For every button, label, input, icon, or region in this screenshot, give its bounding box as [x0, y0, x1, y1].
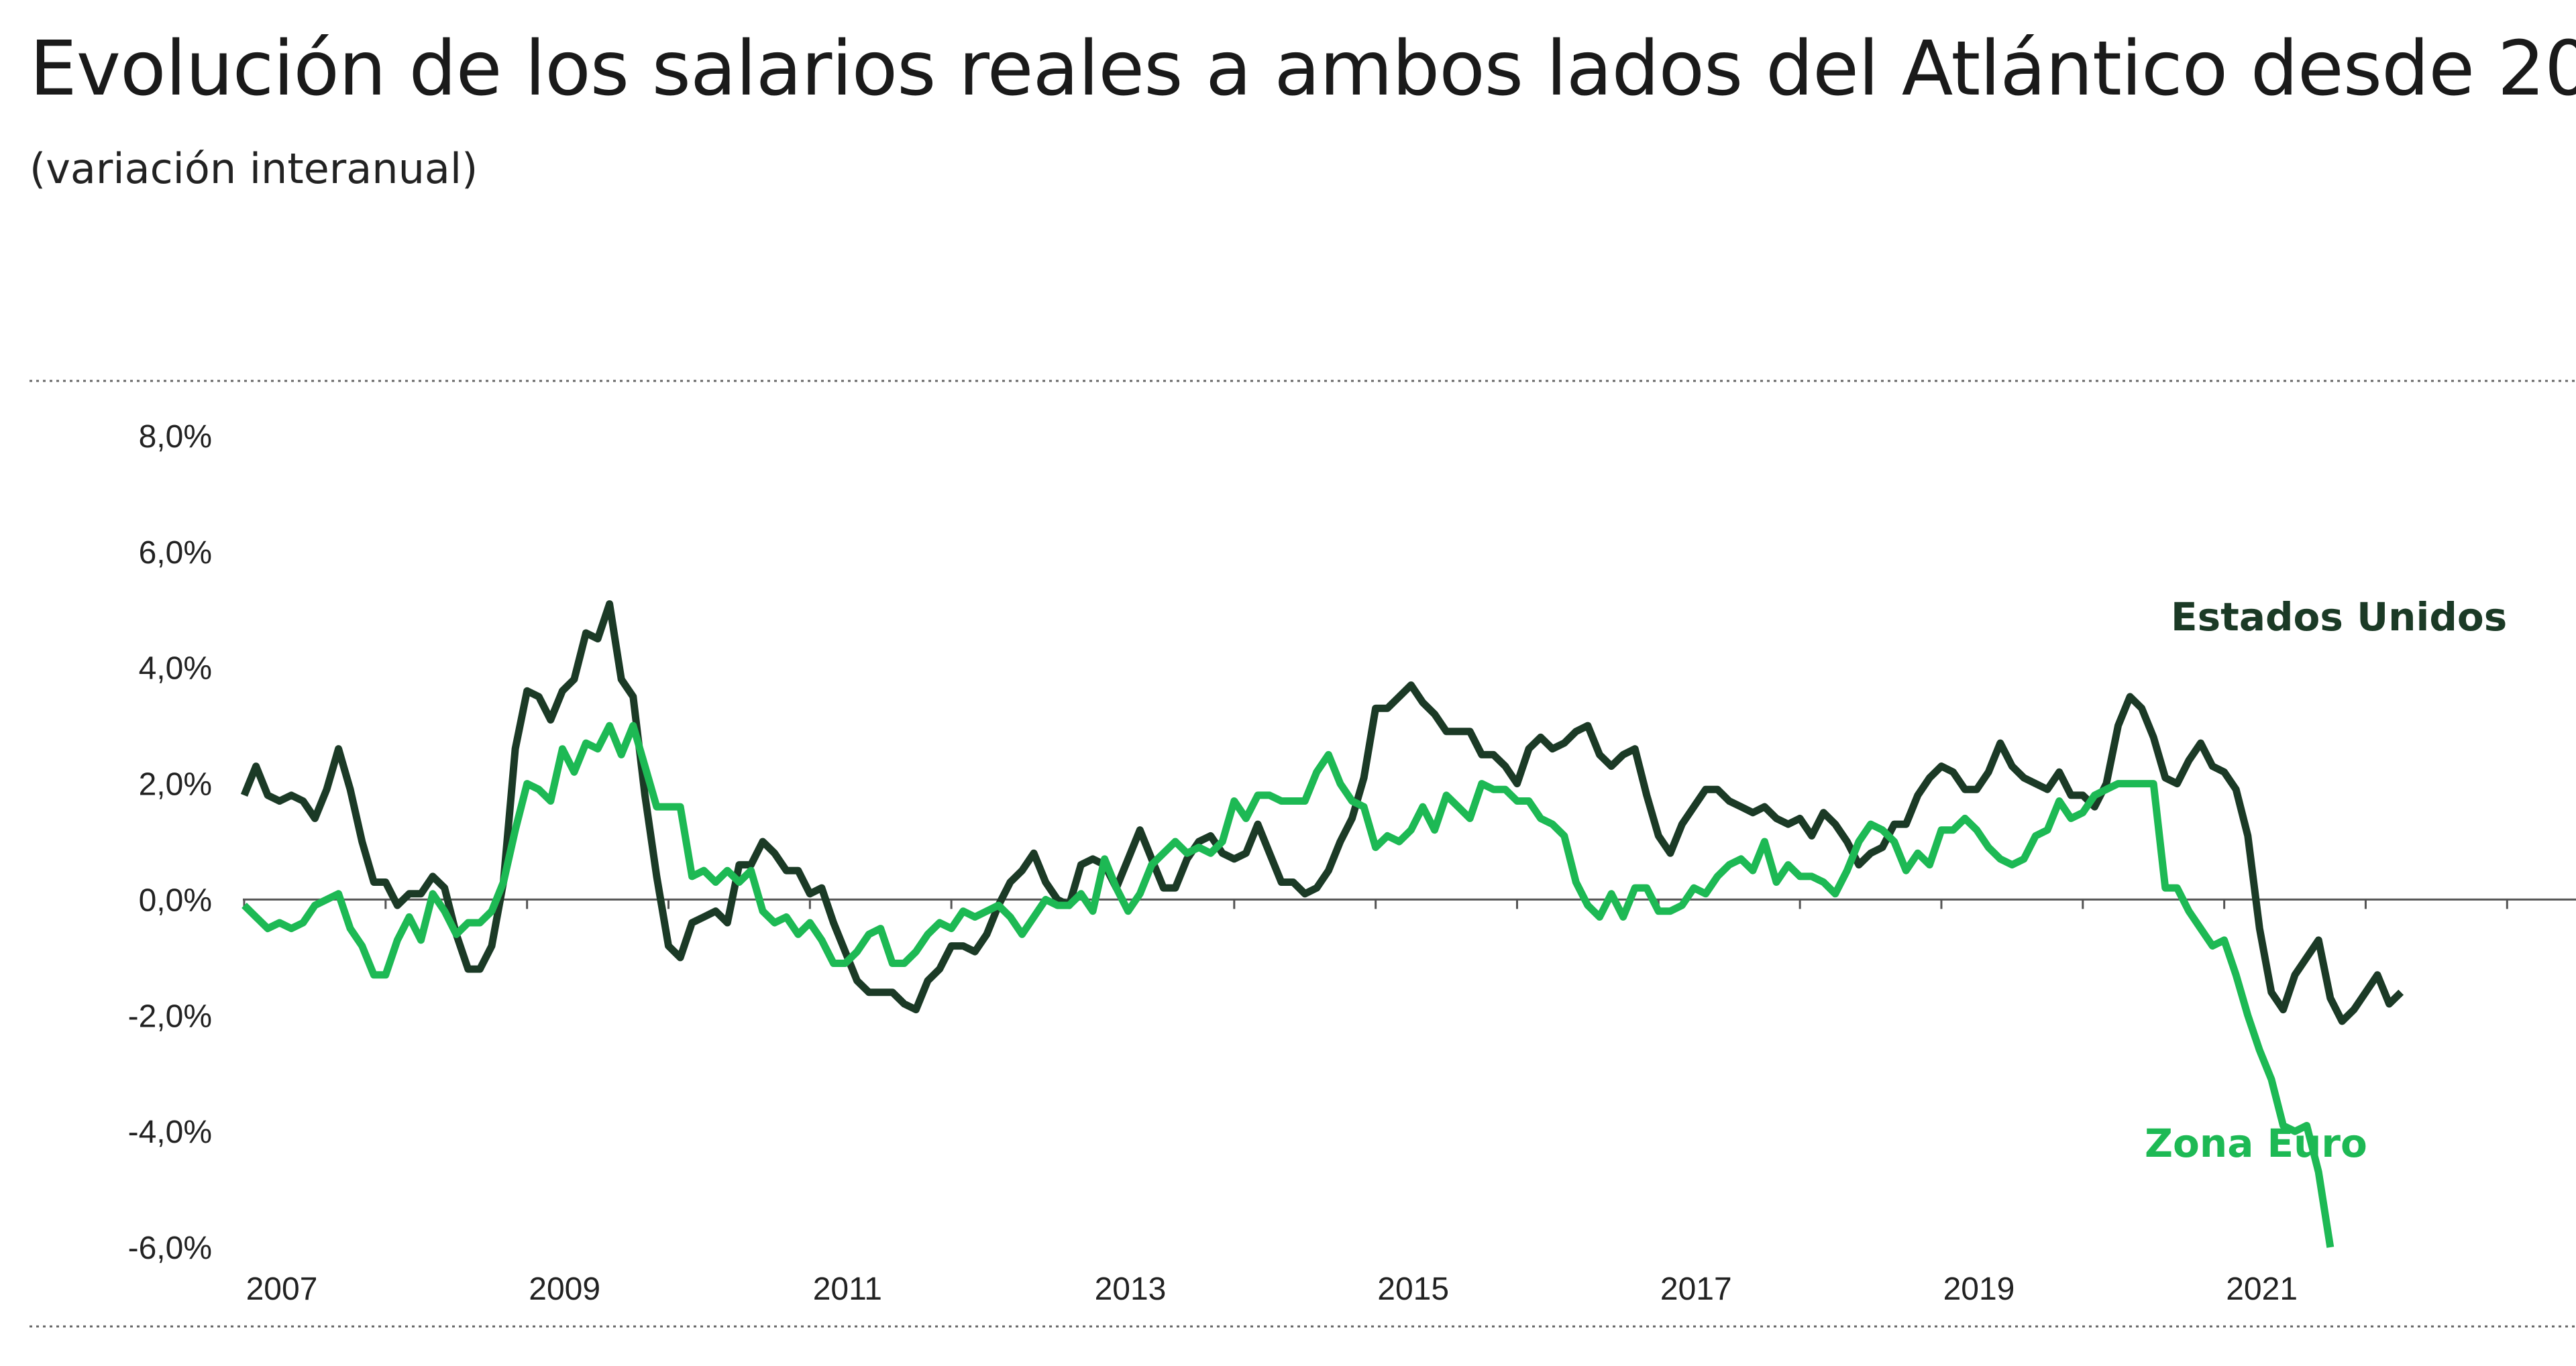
y-tick-label: -6,0% — [128, 1231, 212, 1266]
chart-subtitle: (variación interanual) — [30, 144, 478, 193]
y-tick-label: 4,0% — [139, 651, 212, 687]
y-tick-label: -2,0% — [128, 999, 212, 1034]
x-tick-label: 2009 — [529, 1271, 600, 1307]
y-tick-label: 8,0% — [139, 419, 212, 455]
x-tick-label: 2007 — [246, 1271, 318, 1307]
x-tick-label: 2021 — [2226, 1271, 2298, 1307]
series-line-estados-unidos — [240, 600, 2404, 1025]
y-tick-label: 0,0% — [139, 883, 212, 918]
x-tick-label: 2019 — [1943, 1271, 2015, 1307]
x-tick-label: 2011 — [813, 1271, 882, 1307]
x-tick-label: 2013 — [1095, 1271, 1167, 1307]
chart-title: Evolución de los salarios reales a ambos… — [30, 25, 2576, 113]
series-label-us: Estados Unidos — [2171, 594, 2507, 640]
y-tick-label: -4,0% — [128, 1115, 212, 1150]
y-tick-label: 6,0% — [139, 535, 212, 571]
series-label-eu: Zona Euro — [2145, 1121, 2367, 1166]
series-line-zona-euro — [241, 722, 2334, 1248]
y-tick-label: 2,0% — [139, 767, 212, 803]
x-tick-label: 2015 — [1377, 1271, 1449, 1307]
x-tick-label: 2017 — [1660, 1271, 1732, 1307]
